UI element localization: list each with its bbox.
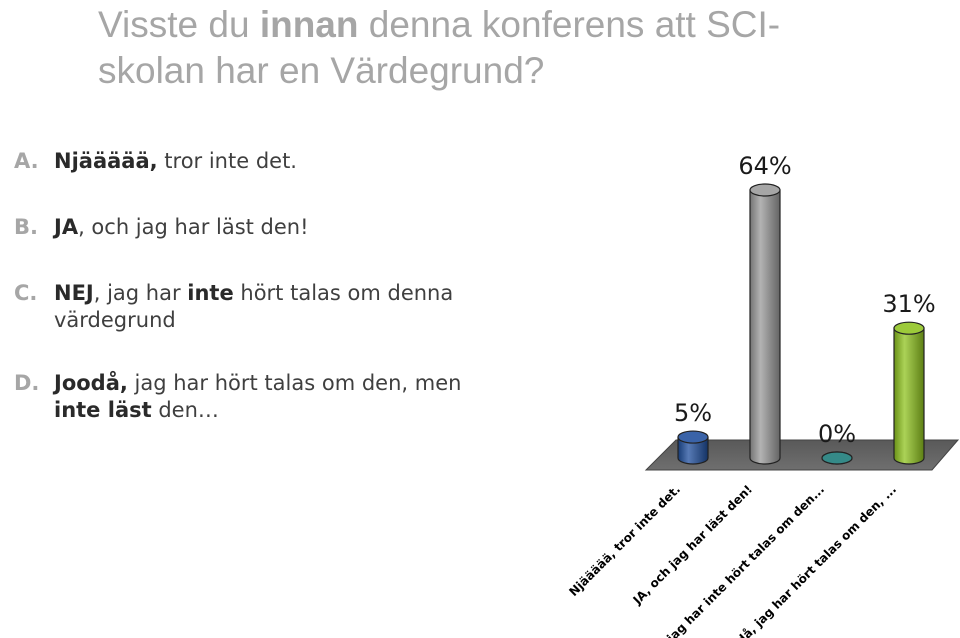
title-part: Visste du <box>98 4 260 45</box>
value-label: 5% <box>674 399 712 427</box>
answer-option: D. Joodå, jag har hört talas om den, men … <box>14 370 474 424</box>
title-part: denna konferens att SCI-skolan har en Vä… <box>98 4 781 91</box>
title-part: innan <box>259 4 359 45</box>
slide-title: Visste du innan denna konferens att SCI-… <box>98 2 858 94</box>
option-text: JA <box>54 215 79 239</box>
option-letter: B. <box>14 215 38 239</box>
option-text: Joodå, <box>54 371 128 395</box>
value-label: 0% <box>818 420 856 448</box>
option-letter: D. <box>14 371 40 395</box>
bar <box>749 183 781 465</box>
value-label: 64% <box>738 152 791 180</box>
option-text: , jag har <box>93 281 188 305</box>
option-text: den… <box>151 398 219 422</box>
option-letter: C. <box>14 281 38 305</box>
answer-option: A. Njäääää, tror inte det. <box>14 148 297 175</box>
option-text: hört talas om denna värdegrund <box>54 281 454 332</box>
option-text: inte <box>187 281 234 305</box>
option-text: , och jag har läst den! <box>78 215 309 239</box>
bar <box>677 430 709 465</box>
option-text: inte läst <box>54 398 152 422</box>
category-label: JA, och jag har läst den! <box>630 482 756 608</box>
option-text: jag har hört talas om den, men <box>127 371 462 395</box>
option-letter: A. <box>14 149 39 173</box>
bar <box>821 451 853 465</box>
answer-option: C. NEJ, jag har inte hört talas om denna … <box>14 280 474 334</box>
chart-floor <box>644 439 960 471</box>
option-text: Njäääää, <box>54 149 158 173</box>
option-text: NEJ <box>54 281 94 305</box>
answer-option: B. JA, och jag har läst den! <box>14 214 309 241</box>
value-label: 31% <box>882 290 935 318</box>
option-text: tror inte det. <box>157 149 297 173</box>
bar <box>893 321 925 465</box>
